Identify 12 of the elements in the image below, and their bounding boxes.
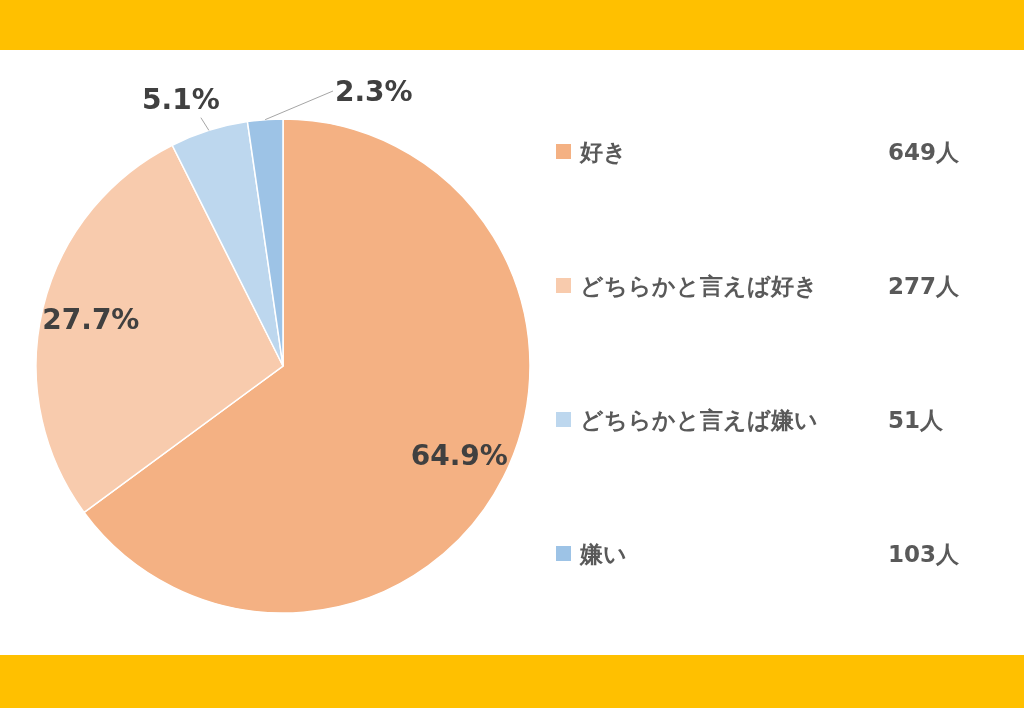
legend-label: どちらかと言えば嫌い [580, 407, 818, 433]
legend-label: どちらかと言えば好き [580, 273, 818, 299]
data-label: 27.7% [42, 303, 140, 337]
text: 277人 [888, 273, 961, 299]
text: 103人 [888, 541, 961, 567]
data-label: 2.3% [335, 74, 413, 108]
legend-label: 好き [579, 139, 627, 165]
text: 51人 [888, 407, 945, 433]
legend-label: 嫌い [579, 541, 627, 567]
data-label: 5.1% [142, 83, 220, 117]
text: 649人 [888, 139, 961, 165]
data-label: 64.9% [410, 438, 508, 472]
